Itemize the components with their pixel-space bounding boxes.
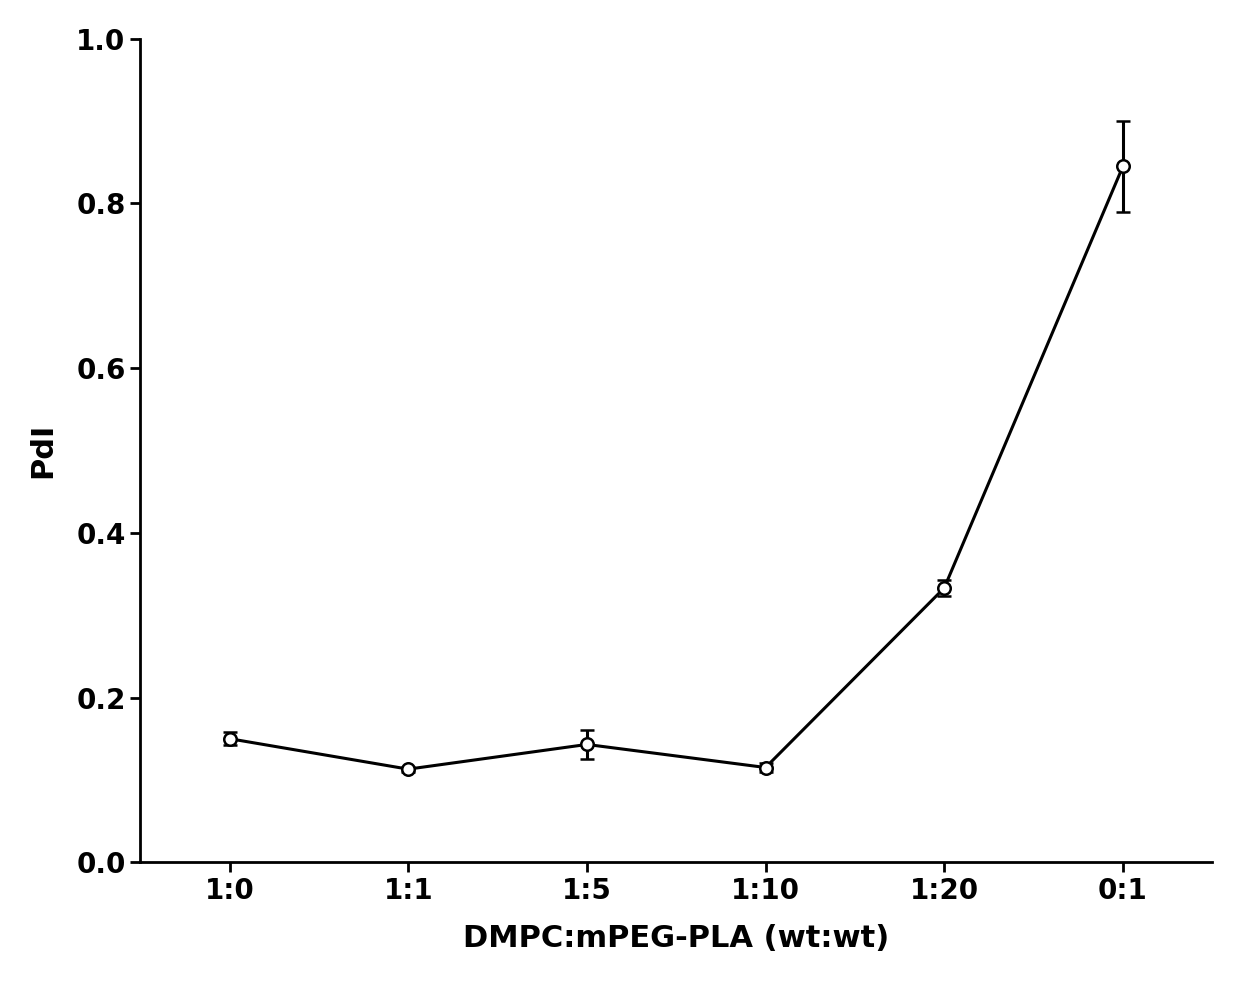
X-axis label: DMPC:mPEG-PLA (wt:wt): DMPC:mPEG-PLA (wt:wt) xyxy=(463,924,889,954)
Y-axis label: PdI: PdI xyxy=(27,423,57,478)
